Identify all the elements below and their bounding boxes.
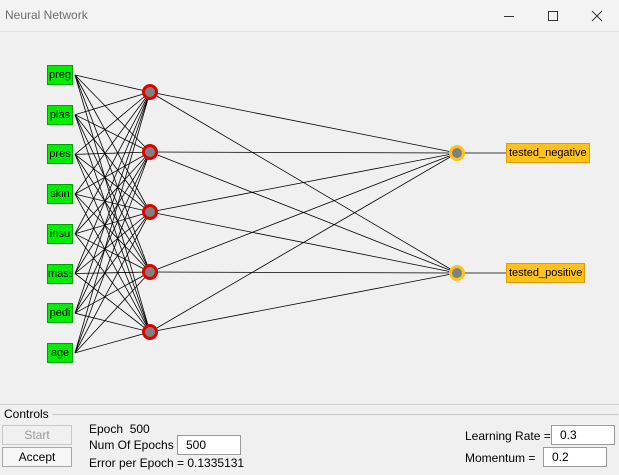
momentum-label: Momentum = — [465, 451, 536, 465]
title-bar: Neural Network — [0, 0, 619, 32]
input-hidden-edge — [74, 91, 151, 314]
input-hidden-edge — [74, 74, 151, 153]
input-hidden-edge — [74, 271, 151, 354]
output-node-tested-negative[interactable]: tested_negative — [506, 143, 590, 163]
num-epochs-label: Num Of Epochs — [89, 438, 174, 452]
hidden-output-edge — [149, 151, 458, 154]
input-node-insu[interactable]: insu — [47, 223, 73, 244]
minimize-button[interactable] — [487, 0, 531, 31]
input-hidden-edge — [74, 271, 151, 274]
input-hidden-edge — [74, 211, 151, 354]
input-node-skin[interactable]: skin — [47, 184, 73, 205]
input-hidden-edge — [74, 211, 151, 274]
input-hidden-edge — [74, 151, 151, 314]
controls-panel: Controls Start Accept Epoch 500 Num Of E… — [0, 404, 619, 475]
maximize-button[interactable] — [531, 0, 575, 31]
input-hidden-edge — [74, 211, 151, 314]
hidden-output-edge — [149, 152, 458, 273]
output-node-tested-positive[interactable]: tested_positive — [506, 263, 586, 283]
input-node-mass[interactable]: mass — [47, 263, 73, 284]
input-hidden-edge — [74, 151, 151, 155]
hidden-output-edge — [149, 271, 458, 274]
input-hidden-edge — [74, 312, 151, 333]
learning-rate-input[interactable]: 0.3 — [551, 425, 615, 445]
hidden-output-edge — [149, 152, 458, 333]
hidden-output-edge — [149, 272, 458, 333]
input-hidden-edge — [74, 151, 151, 235]
input-hidden-edge — [74, 151, 151, 354]
maximize-icon — [548, 10, 558, 21]
input-hidden-edge — [74, 91, 151, 116]
input-node-age[interactable]: age — [47, 342, 73, 363]
start-button[interactable]: Start — [2, 425, 72, 445]
output-node[interactable] — [449, 145, 465, 161]
controls-group-label: Controls — [4, 407, 49, 421]
input-hidden-edge — [74, 91, 151, 274]
input-hidden-edge — [74, 271, 151, 314]
input-hidden-edge — [74, 151, 151, 195]
momentum-input[interactable]: 0.2 — [543, 447, 607, 467]
input-hidden-edge — [74, 91, 151, 234]
hidden-node[interactable] — [142, 84, 158, 100]
input-node-pres[interactable]: pres — [47, 144, 73, 165]
hidden-output-edge — [149, 91, 458, 154]
close-button[interactable] — [575, 0, 619, 31]
network-graph — [74, 74, 508, 354]
close-icon — [591, 10, 603, 21]
epoch-value: 500 — [129, 422, 150, 436]
input-node-pedi[interactable]: pedi — [47, 303, 73, 324]
input-hidden-edge — [74, 74, 151, 93]
error-per-epoch-label: Error per Epoch = 0.1335131 — [89, 456, 245, 470]
input-hidden-edge — [74, 331, 151, 354]
learning-rate-label: Learning Rate = — [465, 429, 551, 443]
input-node-preg[interactable]: preg — [47, 65, 73, 85]
hidden-node[interactable] — [142, 264, 158, 280]
accept-button[interactable]: Accept — [2, 447, 72, 467]
input-hidden-edge — [74, 114, 151, 153]
epoch-label: Epoch 500 — [89, 422, 150, 436]
network-canvas[interactable]: preg plas pres skin insu mass pedi age tested_ne… — [0, 32, 619, 403]
num-epochs-input[interactable]: 500 — [177, 435, 241, 455]
input-hidden-edge — [74, 91, 151, 195]
window-title: Neural Network — [5, 8, 88, 22]
minimize-icon — [504, 15, 514, 17]
input-hidden-edge — [74, 91, 151, 155]
hidden-output-edge — [149, 152, 458, 213]
hidden-node[interactable] — [142, 324, 158, 340]
input-hidden-edge — [74, 91, 151, 354]
controls-divider — [52, 414, 618, 415]
input-node-plas[interactable]: plas — [47, 104, 73, 125]
hidden-node[interactable] — [142, 144, 158, 160]
input-hidden-edge — [74, 273, 151, 333]
output-node[interactable] — [449, 265, 465, 281]
hidden-node[interactable] — [142, 204, 158, 220]
input-hidden-edge — [74, 151, 151, 274]
